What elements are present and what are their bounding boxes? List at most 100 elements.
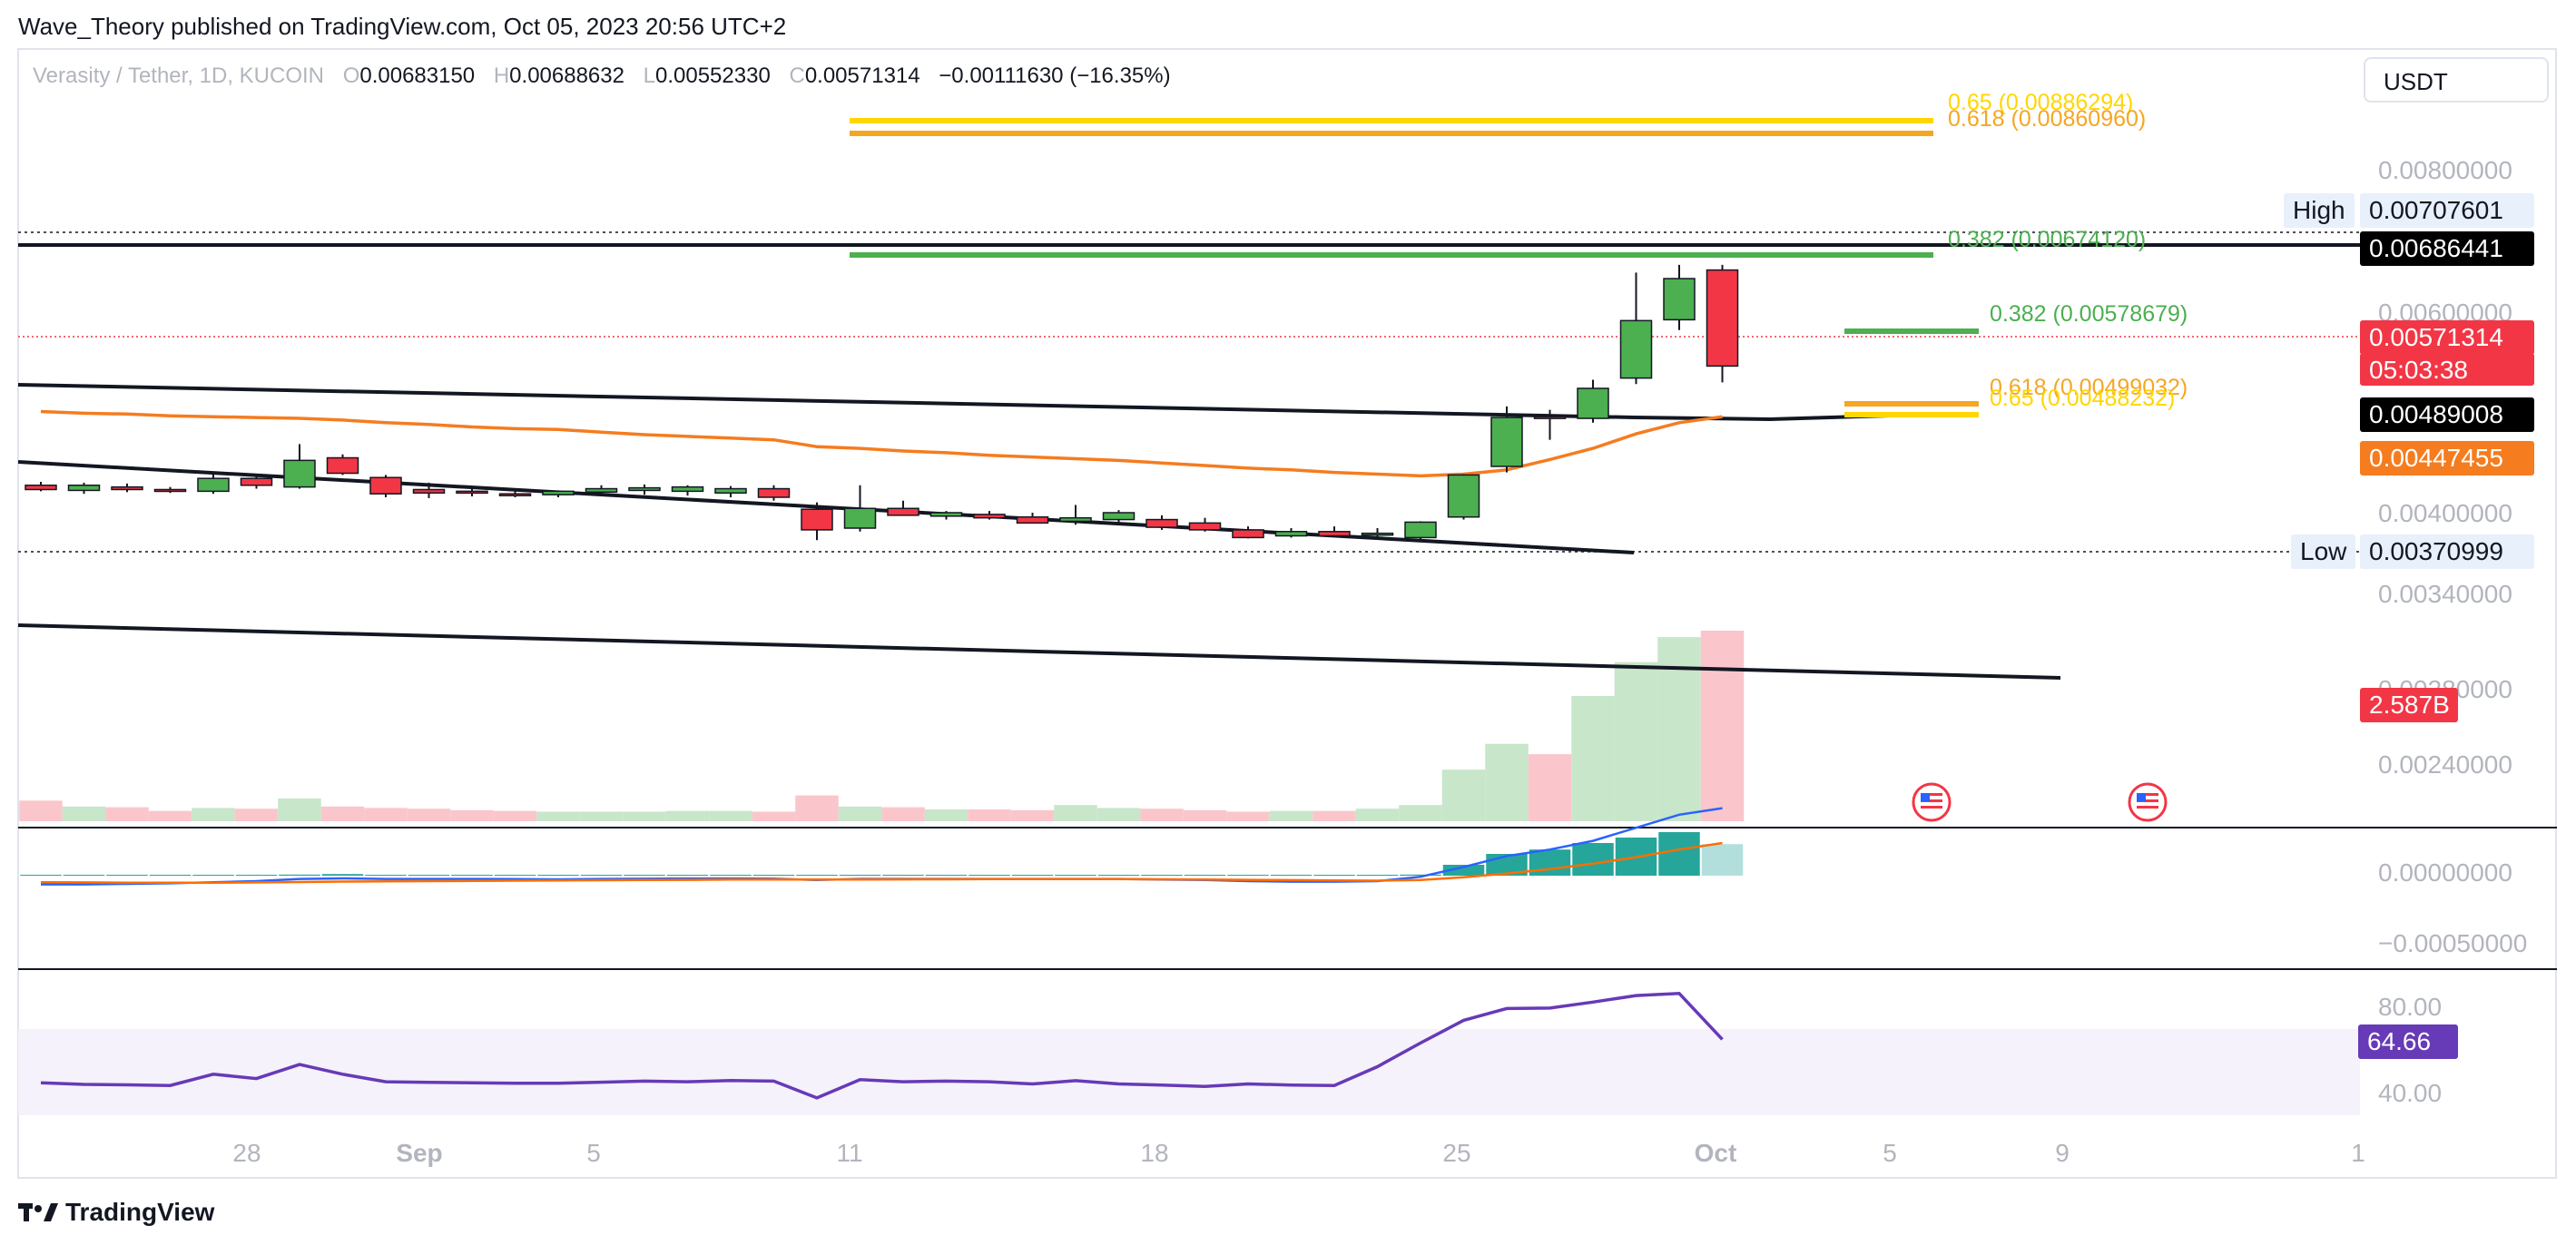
candle-body <box>25 485 57 491</box>
macd-histogram-bar <box>1658 832 1700 876</box>
candle-body <box>801 508 833 531</box>
volume-bar <box>450 809 494 821</box>
rsi-value-tag: 64.66 <box>2358 1024 2458 1059</box>
candle-body <box>843 507 877 529</box>
time-axis-label: Sep <box>396 1139 442 1167</box>
time-axis-label: 5 <box>586 1139 601 1167</box>
volume-bar <box>1096 808 1141 821</box>
symbol-label[interactable]: Verasity / Tether, 1D, KUCOIN <box>33 64 325 88</box>
open-value: 0.00683150 <box>359 64 476 88</box>
volume-bar <box>234 809 279 821</box>
tradingview-logo[interactable]: TradingView <box>18 1198 214 1227</box>
macd-histogram-bar <box>106 875 148 876</box>
support-line-left[interactable] <box>17 383 1635 419</box>
candle-body <box>1447 474 1480 518</box>
candle-body <box>498 493 532 496</box>
macd-histogram-bar <box>968 875 1010 876</box>
time-axis-label: Oct <box>1695 1139 1737 1167</box>
candle-body <box>67 485 101 492</box>
rsi-band <box>18 1029 2360 1115</box>
high-value: 0.00688632 <box>509 64 624 88</box>
candle-body <box>714 487 747 495</box>
candle-body <box>542 490 575 495</box>
ohlc-legend: Verasity / Tether, 1D, KUCOIN O0.0068315… <box>33 64 1171 89</box>
candlesticks[interactable] <box>25 264 1739 541</box>
macd-histogram-bar <box>494 875 536 876</box>
ema-line <box>40 409 1723 478</box>
volume-bar <box>924 809 968 821</box>
candle-body <box>1318 531 1351 537</box>
macd-histogram-bar <box>666 875 709 876</box>
high-label-tag: High <box>2284 193 2355 228</box>
candle-body <box>1274 531 1308 537</box>
fib-0382-lower-label: 0.382 (0.00578679) <box>1990 301 2188 327</box>
candle-body <box>1533 416 1567 419</box>
volume-bar <box>1614 662 1658 821</box>
time-axis-label: 25 <box>1442 1139 1470 1167</box>
price-axis-label: 0.00800000 <box>2378 156 2512 184</box>
volume-bar <box>1441 770 1486 821</box>
macd-histogram-bar <box>451 875 493 876</box>
macd-histogram-bar <box>235 875 278 876</box>
volume-bar <box>192 808 235 821</box>
volume-bar <box>493 810 537 821</box>
volume-bar <box>1313 810 1356 821</box>
macd-histogram-bar <box>1442 865 1485 876</box>
volume-bar <box>968 809 1011 821</box>
us-flag-icon[interactable] <box>1912 782 1952 822</box>
volume-bar <box>623 811 666 821</box>
fib-065-upper-label: 0.65 (0.00886294) <box>1948 90 2133 115</box>
candle-body <box>1102 512 1136 521</box>
macd-histogram-bar <box>752 875 795 876</box>
volume-bar <box>536 811 580 821</box>
time-axis: 28 Sep 5 11 18 25 Oct 5 9 1 <box>232 1139 2365 1167</box>
low-label-tag: Low <box>2291 534 2356 569</box>
volume-bar <box>1140 809 1184 821</box>
macd-histogram-bar <box>149 875 192 876</box>
low-value: 0.00552330 <box>655 64 771 88</box>
macd-histogram-bar <box>1701 844 1744 876</box>
price-axis-label: 0.00340000 <box>2378 580 2512 608</box>
candle-body <box>1188 522 1222 531</box>
macd-histogram-bar <box>1270 875 1313 876</box>
candle-body <box>197 477 230 493</box>
candle-body <box>628 486 661 492</box>
volume-bar <box>1183 809 1227 821</box>
candle-body <box>1361 532 1394 536</box>
macd-histogram-bar <box>839 875 881 876</box>
candle-body <box>369 476 402 495</box>
macd-histogram-bar <box>1141 875 1183 876</box>
candle-body <box>671 485 704 493</box>
time-axis-label: 11 <box>836 1139 862 1167</box>
candle-body <box>240 477 273 486</box>
candle-body <box>1577 387 1609 419</box>
lower-descending-line[interactable] <box>17 623 2061 680</box>
candle-body <box>326 456 359 475</box>
candle-body <box>585 487 618 494</box>
macd-histogram-bar <box>1572 843 1614 876</box>
macd-histogram-bar <box>580 875 623 876</box>
fib-0382-upper-label: 0.382 (0.00674120) <box>1948 227 2146 252</box>
fib-0618-upper-label: 0.618 (0.00860960) <box>1948 106 2146 132</box>
candle-body <box>1619 319 1653 379</box>
volume-bar <box>1399 805 1442 821</box>
volume-bar <box>320 806 365 821</box>
volume-bar <box>795 795 839 821</box>
fib-065-lower-label: 0.65 (0.00488232) <box>1990 386 2175 411</box>
last-price-tag: 0.00571314 <box>2360 320 2534 355</box>
currency-button[interactable]: USDT <box>2364 57 2549 103</box>
volume-bar <box>1485 743 1529 821</box>
macd-histogram-bar <box>1011 875 1054 876</box>
volume-bar <box>1355 809 1400 821</box>
low-key: L <box>643 64 655 88</box>
tradingview-logo-icon <box>18 1203 58 1221</box>
volume-bar <box>62 806 106 821</box>
candle-body <box>1016 515 1049 524</box>
us-flag-icon[interactable] <box>2128 782 2168 822</box>
candle-body <box>887 507 919 516</box>
chart-frame <box>17 48 2557 1179</box>
volume-bar <box>148 810 192 821</box>
ema-price-tag: 0.00447455 <box>2360 441 2534 475</box>
high-price-tag: 0.00707601 <box>2360 193 2534 228</box>
